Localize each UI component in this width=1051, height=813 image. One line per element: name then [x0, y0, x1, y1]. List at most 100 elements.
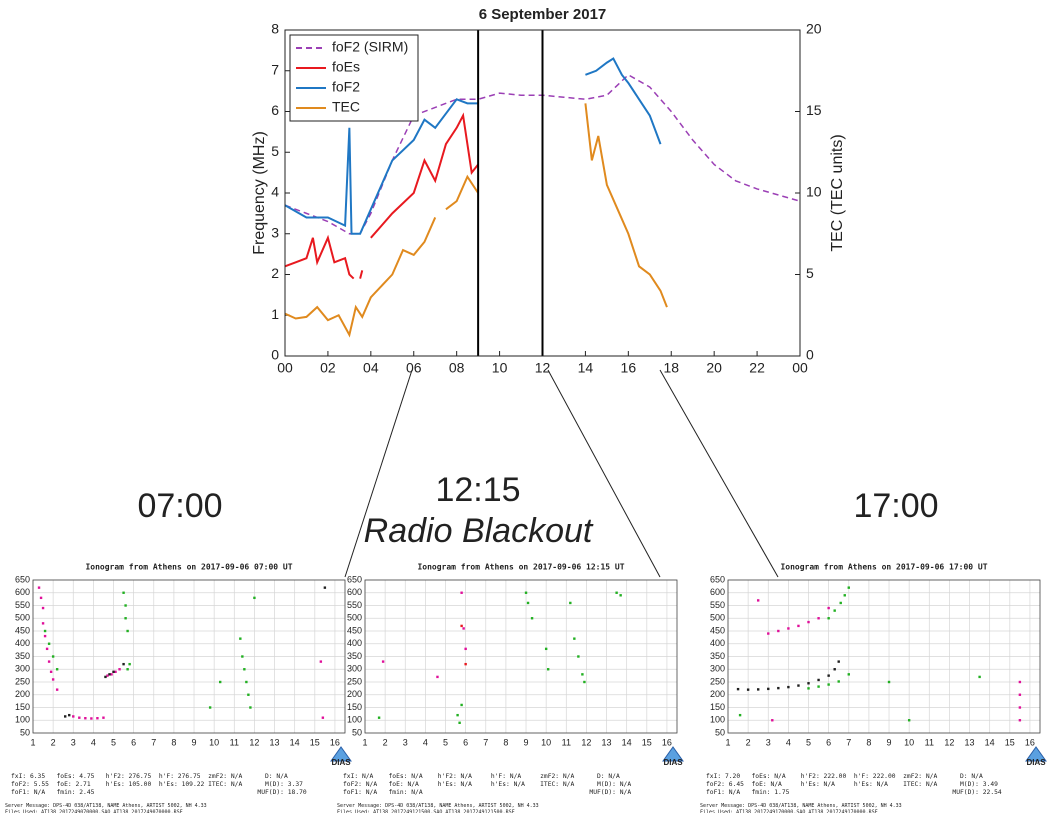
x-tick-label: 3	[766, 737, 771, 747]
x-tick-label: 4	[786, 737, 791, 747]
y-tick-label: 2	[271, 265, 279, 281]
echo-point	[739, 714, 741, 716]
info-line: foF1: N/A fmin: N/A MUF(D): N/A	[343, 789, 631, 796]
x-tick-label: 4	[91, 737, 96, 747]
echo-point	[838, 680, 840, 682]
y-tick-label: 600	[347, 587, 362, 597]
x-tick-label: 11	[925, 737, 934, 747]
echo-point	[1019, 719, 1021, 721]
y-tick-label: 150	[347, 702, 362, 712]
echo-point	[827, 674, 829, 676]
info-line: foF2: 5.55 foE: 2.71 h'Es: 105.00 h'Es: …	[11, 781, 303, 788]
y-tick-label: 250	[347, 676, 362, 686]
info-line: fxI: N/A foEs: N/A h'F2: N/A h'F: N/A zm…	[343, 773, 620, 780]
x-tick-label: 12	[249, 737, 259, 747]
echo-point	[68, 714, 70, 716]
echo-point	[583, 681, 585, 683]
echo-point	[817, 685, 819, 687]
echo-point	[456, 714, 458, 716]
y2-tick-label: 20	[806, 21, 822, 37]
y2-axis-label: TEC (TEC units)	[829, 134, 846, 251]
echo-point	[737, 688, 739, 690]
echo-point	[64, 715, 66, 717]
y-tick-label: 8	[271, 21, 279, 37]
y-tick-label: 250	[710, 676, 725, 686]
x-tick-label: 12	[581, 737, 591, 747]
echo-point	[52, 678, 54, 680]
y-tick-label: 400	[347, 638, 362, 648]
echo-point	[247, 694, 249, 696]
x-tick-label: 16	[1025, 737, 1035, 747]
echo-point	[1019, 706, 1021, 708]
echo-point	[527, 602, 529, 604]
echo-point	[42, 622, 44, 624]
echo-point	[436, 676, 438, 678]
echo-point	[848, 673, 850, 675]
echo-point	[531, 617, 533, 619]
info-line: Server Message: DPS-4D 038/AT138, NAME A…	[337, 803, 539, 809]
echo-point	[757, 688, 759, 690]
x-tick-label: 14	[622, 737, 632, 747]
echo-point	[787, 627, 789, 629]
echo-point	[797, 684, 799, 686]
y2-tick-label: 10	[806, 184, 822, 200]
y-tick-label: 450	[710, 625, 725, 635]
y-tick-label: 6	[271, 102, 279, 118]
echo-point	[46, 648, 48, 650]
x-tick-label: 14	[578, 360, 594, 376]
echo-point	[757, 599, 759, 601]
echo-point	[827, 617, 829, 619]
y-tick-label: 50	[352, 727, 362, 737]
series-line	[285, 103, 667, 334]
echo-point	[104, 676, 106, 678]
echo-point	[569, 602, 571, 604]
y-tick-label: 5	[271, 143, 279, 159]
x-tick-label: 10	[492, 360, 508, 376]
y2-tick-label: 15	[806, 102, 822, 118]
y-tick-label: 350	[347, 651, 362, 661]
echo-point	[525, 592, 527, 594]
echo-point	[72, 715, 74, 717]
echo-point	[320, 660, 322, 662]
echo-point	[44, 635, 46, 637]
x-tick-label: 8	[171, 737, 176, 747]
info-line: foF1: N/A fmin: 2.45 MUF(D): 18.70	[11, 789, 307, 796]
echo-point	[838, 660, 840, 662]
echo-point	[840, 602, 842, 604]
y-tick-label: 100	[710, 715, 725, 725]
echo-point	[807, 682, 809, 684]
x-tick-label: 1	[362, 737, 367, 747]
x-tick-label: 6	[131, 737, 136, 747]
x-tick-label: 10	[541, 737, 551, 747]
echo-point	[38, 586, 40, 588]
info-line: fxI: 7.20 foEs: N/A h'F2: 222.00 h'F: 22…	[706, 773, 983, 780]
echo-point	[239, 637, 241, 639]
echo-point	[90, 717, 92, 719]
series-line	[285, 116, 478, 279]
echo-point	[777, 687, 779, 689]
x-tick-label: 1	[30, 737, 35, 747]
y-tick-label: 7	[271, 61, 279, 77]
echo-point	[747, 688, 749, 690]
echo-point	[241, 655, 243, 657]
x-tick-label: 12	[944, 737, 954, 747]
ionogram-title: Ionogram from Athens on 2017-09-06 12:15…	[417, 563, 624, 572]
echo-point	[547, 668, 549, 670]
x-tick-label: 6	[826, 737, 831, 747]
x-tick-label: 6	[463, 737, 468, 747]
echo-point	[767, 632, 769, 634]
echo-point	[219, 681, 221, 683]
info-line: Files Used: AT138_2017249170000.SAO AT13…	[700, 810, 878, 813]
info-line: foF2: N/A foE: N/A h'Es: N/A h'Es: N/A I…	[343, 781, 631, 788]
y-tick-label: 550	[710, 600, 725, 610]
echo-point	[102, 717, 104, 719]
y-tick-label: 350	[710, 651, 725, 661]
y-tick-label: 150	[710, 702, 725, 712]
x-tick-label: 13	[602, 737, 612, 747]
y-tick-label: 300	[710, 664, 725, 674]
echo-point	[460, 592, 462, 594]
legend-label: foF2 (SIRM)	[332, 39, 408, 55]
y-tick-label: 100	[347, 715, 362, 725]
echo-point	[322, 717, 324, 719]
x-tick-label: 8	[503, 737, 508, 747]
